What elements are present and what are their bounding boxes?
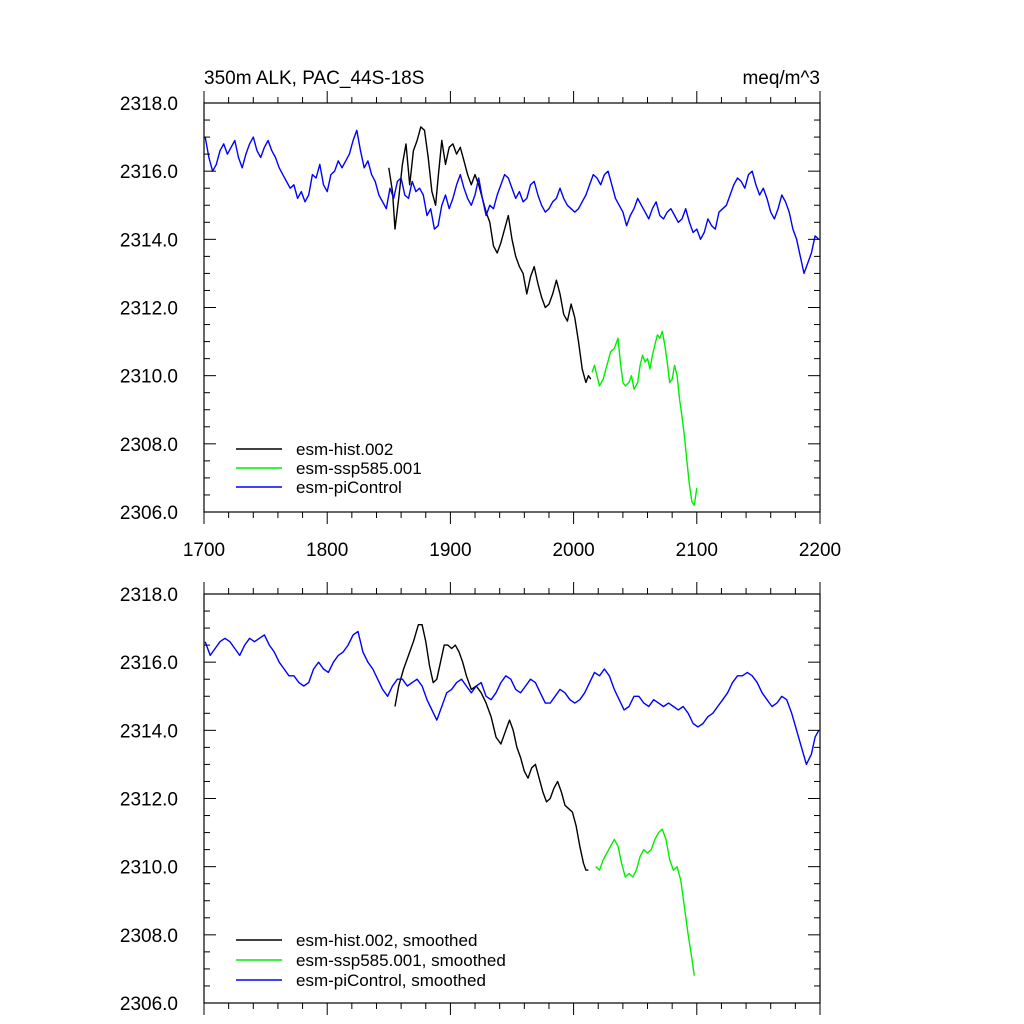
series-line-0 [394,624,589,871]
y-tick-label: 2312.0 [120,299,178,320]
y-tick-label: 2316.0 [120,162,178,183]
legend-label: esm-piControl [296,478,402,497]
series-line-1 [591,330,698,506]
series-line-1 [595,828,695,976]
legend-label: esm-ssp585.001, smoothed [296,951,506,970]
panel-top-raw: 350m ALK, PAC_44S-18S meq/m^3 2306.0 2308… [120,68,841,561]
y-tick-label: 2318.0 [120,94,178,115]
x-tick-label: 1700 [183,540,225,561]
legend-label: esm-hist.002, smoothed [296,931,477,950]
chart-title: 350m ALK, PAC_44S-18S [204,68,424,89]
y-tick-label: 2314.0 [120,721,178,742]
y-tick-label: 2310.0 [120,858,178,879]
x-tick-label: 2200 [799,540,841,561]
series-line-2 [204,630,820,766]
y-tick-label: 2306.0 [120,503,178,524]
y-tick-label: 2306.0 [120,994,178,1015]
x-tick-label: 1900 [429,540,471,561]
y-tick-label: 2316.0 [120,653,178,674]
series-line-0 [388,126,592,384]
x-tick-label: 1800 [306,540,348,561]
y-tick-label: 2308.0 [120,435,178,456]
chart-units: meq/m^3 [742,68,820,89]
x-tick-label: 2000 [552,540,594,561]
series-line-2 [204,129,820,275]
legend-label: esm-ssp585.001 [296,459,422,478]
y-tick-label: 2310.0 [120,367,178,388]
legend-label: esm-hist.002 [296,440,393,459]
legend-label: esm-piControl, smoothed [296,971,486,990]
y-tick-label: 2314.0 [120,230,178,251]
y-tick-label: 2318.0 [120,585,178,606]
y-tick-label: 2312.0 [120,790,178,811]
y-tick-label: 2308.0 [120,926,178,947]
panel-bottom-smoothed: 2306.0 2308.0 2310.0 2312.0 2314.0 2316.0 2318… [120,582,821,1015]
x-tick-label: 2100 [676,540,718,561]
